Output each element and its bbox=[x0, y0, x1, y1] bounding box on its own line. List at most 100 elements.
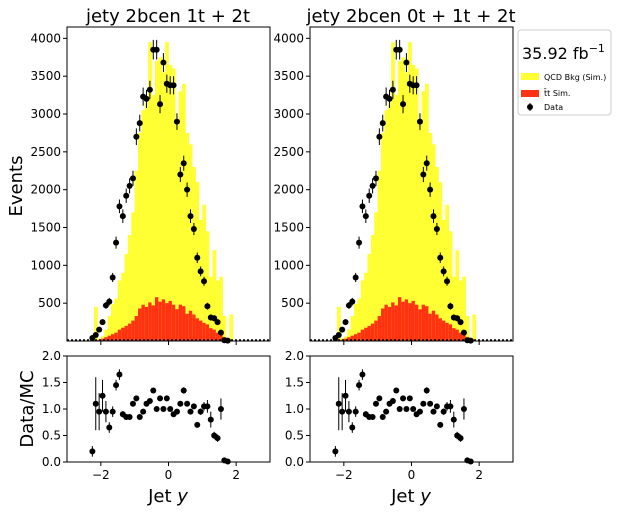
data-point bbox=[416, 118, 423, 125]
legend-marker-data bbox=[527, 104, 533, 110]
ttbar-bin bbox=[198, 320, 203, 341]
data-point bbox=[106, 298, 113, 305]
y-tick-label: 2000 bbox=[30, 183, 61, 197]
ttbar-bin bbox=[158, 301, 163, 341]
ttbar-bin bbox=[377, 316, 382, 341]
ttbar-bin bbox=[381, 308, 385, 341]
qcd-bin bbox=[131, 212, 135, 341]
ratio-point bbox=[116, 371, 123, 378]
qcd-bin bbox=[185, 132, 190, 341]
ratio-point bbox=[96, 408, 103, 415]
qcd-bin bbox=[215, 280, 220, 341]
ratio-point bbox=[332, 448, 339, 455]
data-point bbox=[362, 213, 369, 220]
ttbar-bin bbox=[195, 318, 200, 341]
ratio-point bbox=[153, 406, 160, 412]
y-tick-label: 3000 bbox=[273, 107, 304, 121]
y-tick-label: 1500 bbox=[273, 221, 304, 235]
ratio-point bbox=[204, 403, 211, 410]
qcd-bin bbox=[161, 72, 166, 342]
ratio-point bbox=[450, 416, 457, 423]
qcd-bin bbox=[397, 61, 402, 342]
ttbar-bin bbox=[462, 334, 466, 341]
data-point bbox=[190, 226, 197, 233]
ttbar-bin bbox=[100, 338, 105, 341]
ratio-y-tick-label: 0.5 bbox=[285, 429, 304, 443]
data-point bbox=[403, 59, 410, 66]
ttbar-bin bbox=[353, 334, 358, 341]
ratio-point bbox=[136, 413, 143, 420]
ratio-point bbox=[129, 400, 136, 407]
xlabel-word: Jet bbox=[390, 486, 420, 507]
legend-label-ttbar: t̄t Sim. bbox=[543, 88, 570, 98]
ratio-point bbox=[187, 408, 194, 415]
qcd-bin bbox=[350, 316, 355, 341]
ratio-point bbox=[335, 400, 342, 407]
ttbar-bin bbox=[209, 328, 213, 341]
ttbar-bin bbox=[364, 327, 368, 341]
qcd-bin bbox=[343, 336, 348, 341]
ratio-point bbox=[99, 392, 106, 399]
ylabel-ratio: Data/MC bbox=[17, 370, 38, 447]
ratio-point bbox=[167, 406, 174, 412]
ratio-point bbox=[197, 408, 204, 415]
ratio-point bbox=[160, 406, 167, 412]
data-point bbox=[217, 329, 224, 336]
ttbar-bin bbox=[445, 322, 450, 341]
ratio-point bbox=[352, 408, 359, 415]
ttbar-bin bbox=[397, 297, 402, 341]
ttbar-bin bbox=[131, 320, 135, 341]
ttbar-bin bbox=[411, 300, 416, 341]
qcd-bin bbox=[441, 219, 446, 341]
y-tick-label: 2500 bbox=[30, 145, 61, 159]
ttbar-bin bbox=[104, 337, 108, 341]
qcd-bin bbox=[452, 276, 456, 341]
qcd-bin bbox=[117, 280, 122, 341]
qcd-bin bbox=[445, 204, 450, 341]
qcd-bin bbox=[192, 166, 196, 341]
ratio-point bbox=[146, 398, 153, 405]
data-point bbox=[460, 329, 467, 336]
ttbar-bin bbox=[202, 322, 207, 341]
ratio-y-tick-label: 2.0 bbox=[42, 349, 61, 363]
qcd-bin bbox=[374, 212, 378, 341]
ratio-point bbox=[433, 403, 440, 410]
qcd-bin bbox=[121, 272, 125, 341]
data-point bbox=[92, 331, 99, 338]
qcd-bin bbox=[182, 83, 186, 342]
x-tick-label: 0 bbox=[165, 468, 173, 482]
qcd-bin bbox=[141, 110, 146, 341]
ttbar-bin bbox=[182, 306, 186, 341]
ttbar-bin bbox=[138, 308, 142, 341]
ratio-point bbox=[359, 371, 366, 378]
x-tick-label: −2 bbox=[335, 468, 353, 482]
ttbar-bin bbox=[127, 323, 132, 341]
data-point bbox=[366, 192, 373, 199]
data-point bbox=[180, 160, 187, 167]
qcd-bin bbox=[387, 102, 392, 341]
panel-left: jety 2bcen 1t + 2t Jet y bbox=[66, 6, 271, 507]
y-tick-label: 3500 bbox=[273, 69, 304, 83]
data-point bbox=[116, 203, 123, 210]
ttbar-bin bbox=[124, 325, 129, 341]
ttbar-bin bbox=[107, 335, 112, 341]
data-point bbox=[386, 95, 393, 102]
x-tick-label: 2 bbox=[475, 468, 483, 482]
ratio-point bbox=[400, 395, 407, 402]
ratio-point bbox=[177, 400, 184, 407]
y-tick-label: 1500 bbox=[30, 221, 61, 235]
ratio-point bbox=[356, 382, 363, 389]
qcd-bin bbox=[205, 231, 210, 341]
ttbar-bin bbox=[418, 309, 422, 341]
qcd-bin bbox=[168, 64, 173, 341]
qcd-bin bbox=[455, 250, 460, 341]
ratio-y-tick-label: 1.0 bbox=[285, 402, 304, 416]
ttbar-bin bbox=[134, 316, 139, 341]
ttbar-bin bbox=[360, 329, 365, 341]
ttbar-bin bbox=[367, 325, 372, 341]
ttbar-bin bbox=[185, 313, 190, 341]
panel-left-title: jety 2bcen 1t + 2t bbox=[85, 6, 250, 27]
ttbar-bin bbox=[343, 338, 348, 341]
data-point bbox=[146, 86, 153, 93]
y-tick-label: 2000 bbox=[273, 183, 304, 197]
